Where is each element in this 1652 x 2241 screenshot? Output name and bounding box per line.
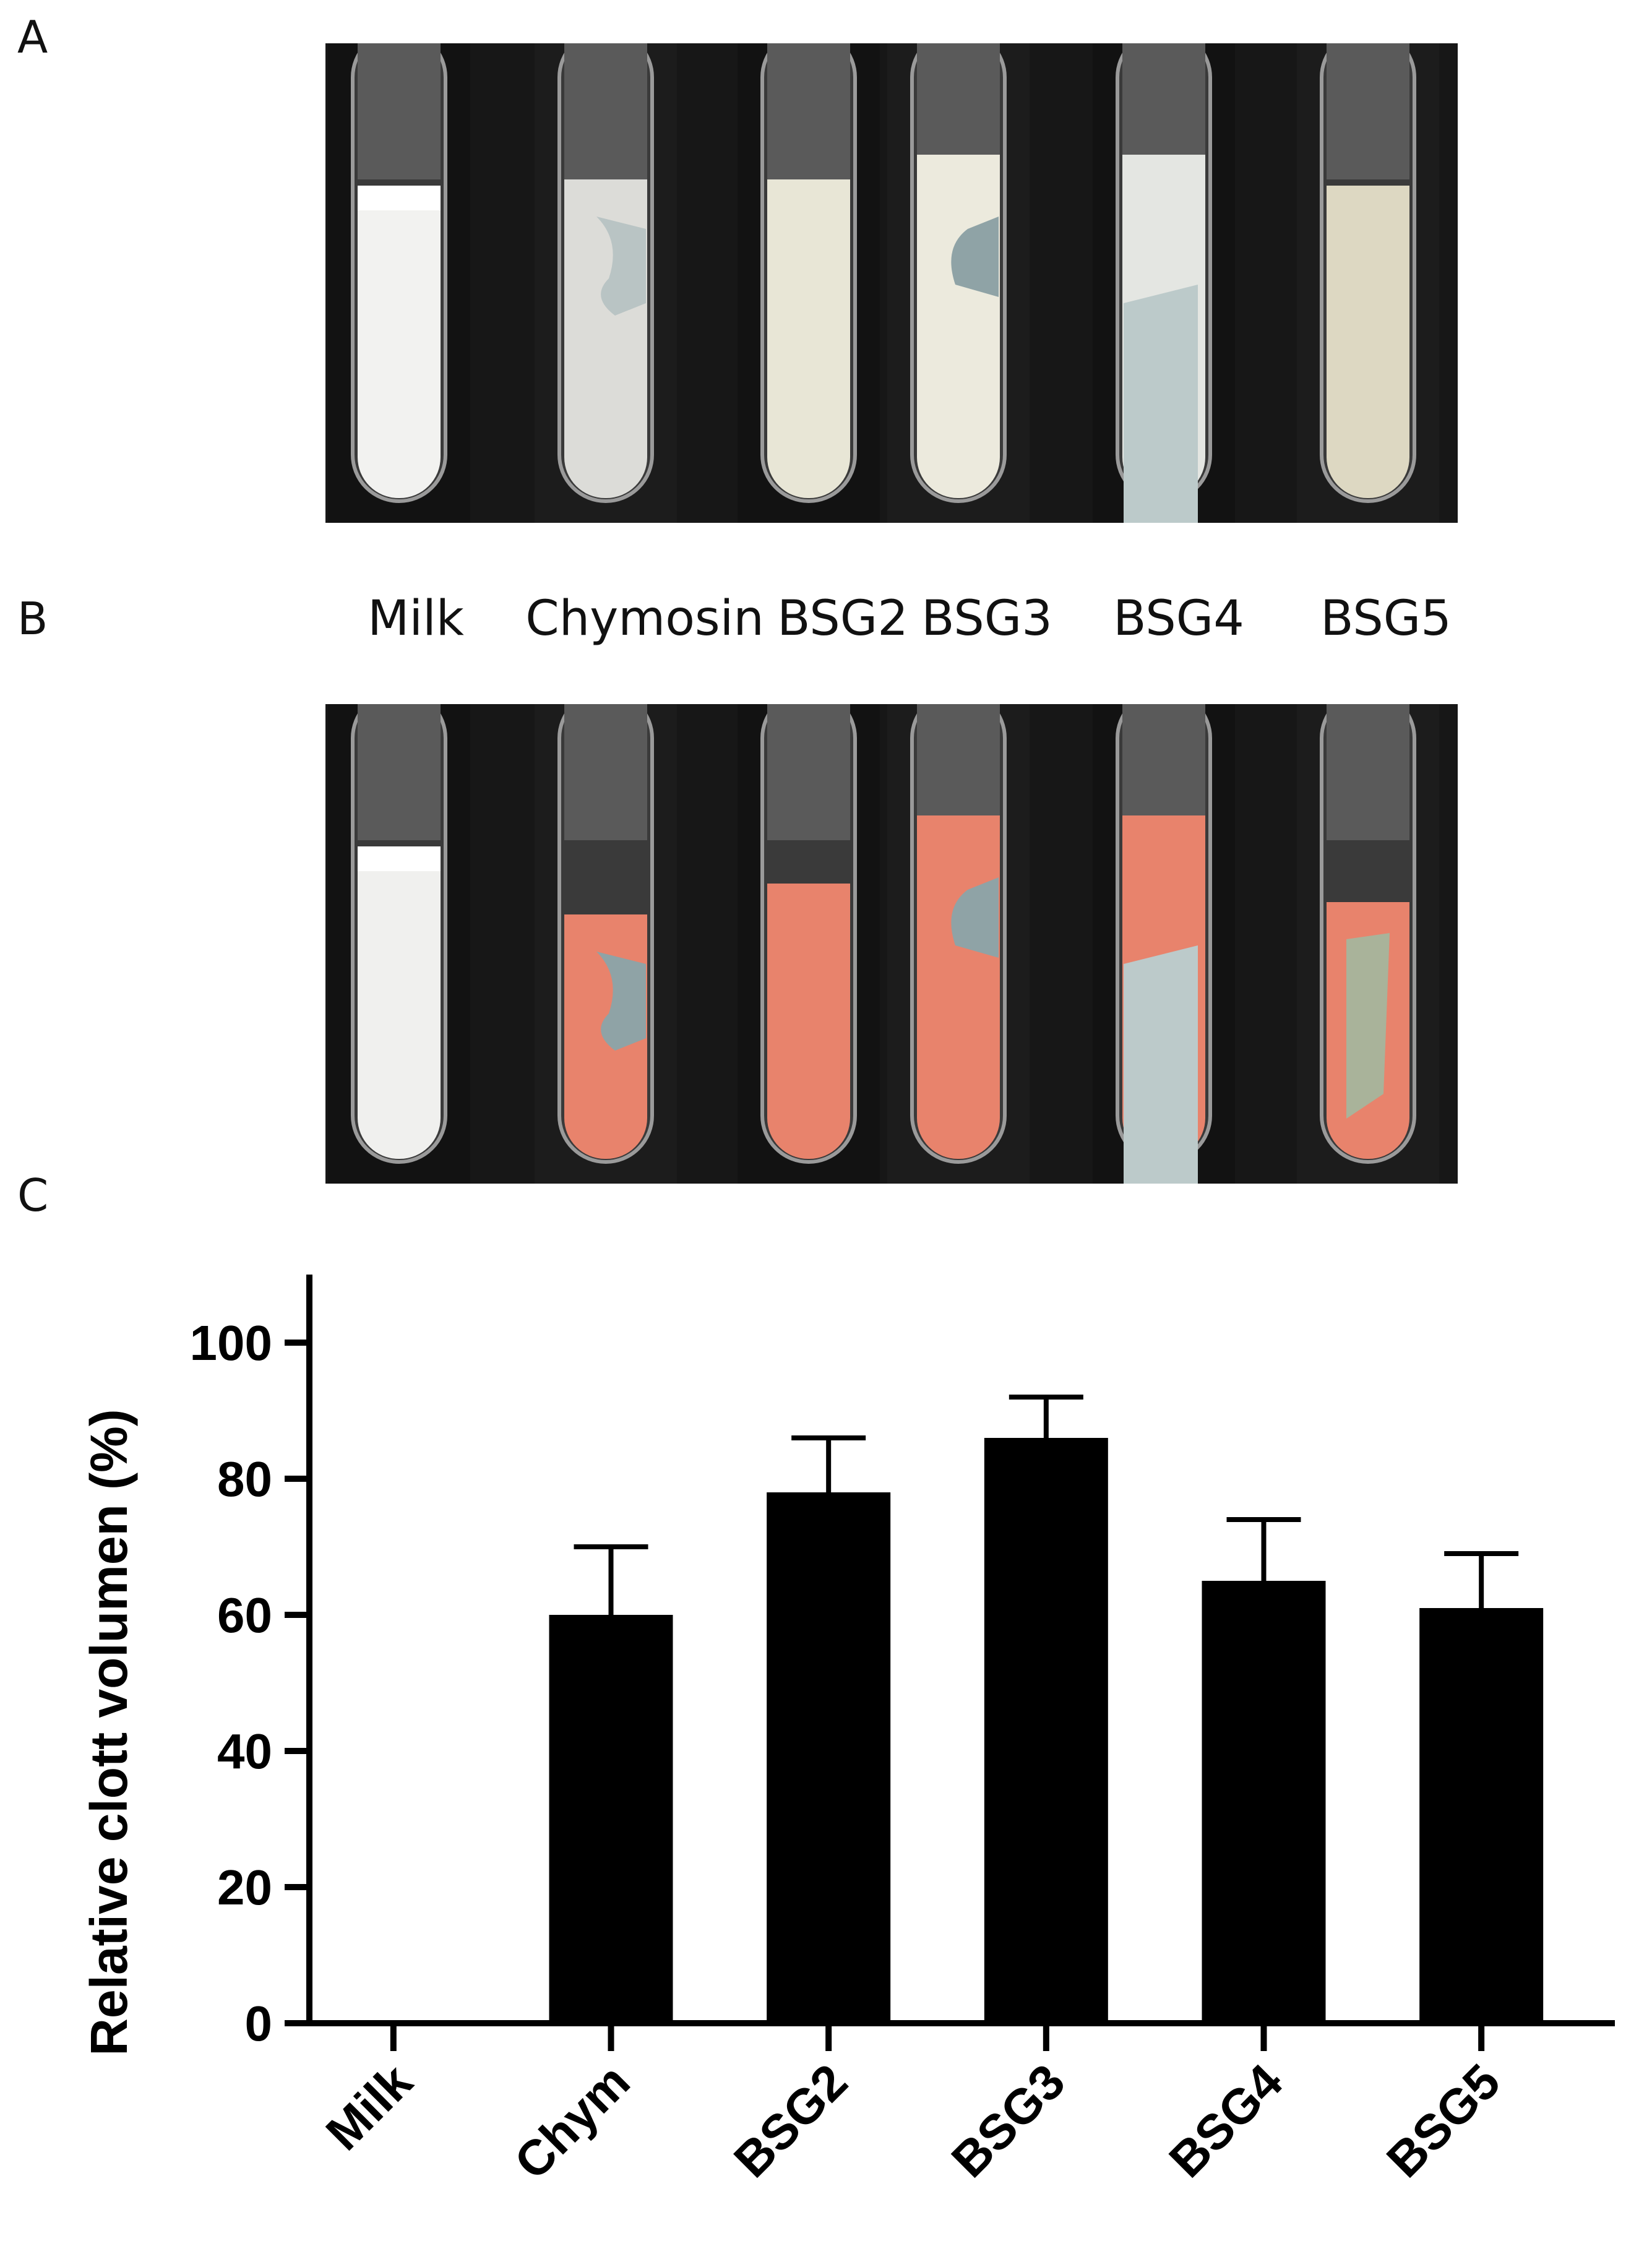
bar-bsg5 — [1419, 1608, 1544, 2023]
tube-label-chymosin: Chymosin — [525, 591, 764, 647]
tube-bsg4 — [1116, 43, 1212, 523]
bar-chym — [549, 1615, 673, 2023]
tube-bsg5-stained — [1320, 704, 1416, 1164]
tube-milk-stained — [351, 704, 447, 1164]
tube-bsg2-stained — [760, 704, 857, 1164]
tube-chymosin — [557, 43, 654, 503]
panel-letter-a: A — [17, 11, 48, 63]
x-tick-label-bsg3: BSG3 — [941, 2054, 1075, 2188]
tube-milk — [351, 43, 447, 503]
x-tick-label-milk: Milk — [316, 2054, 423, 2161]
y-tick-label: 20 — [217, 1860, 272, 1915]
tube-bsg5 — [1320, 43, 1416, 503]
x-tick-label-bsg5: BSG5 — [1376, 2054, 1510, 2188]
y-tick-label: 40 — [217, 1724, 272, 1779]
x-tick-label-bsg4: BSG4 — [1159, 2054, 1293, 2188]
tube-label-bsg4: BSG4 — [1113, 591, 1244, 647]
tube-bsg3 — [910, 43, 1007, 503]
panel-letter-c: C — [17, 1169, 49, 1221]
tube-bsg3-stained — [910, 704, 1007, 1164]
tube-bsg2 — [760, 43, 857, 503]
bar-chart: 0 20 40 60 80 100 Milk Chym BSG2 BSG3 BSG4 BSG5 Rel… — [80, 1275, 1615, 2190]
tube-label-milk: Milk — [368, 591, 464, 647]
bar-bsg4 — [1202, 1581, 1326, 2023]
tube-label-bsg5: BSG5 — [1320, 591, 1452, 647]
y-tick-label: 80 — [217, 1452, 272, 1507]
bar-bsg3 — [984, 1438, 1108, 2023]
tube-chymosin-stained — [557, 704, 654, 1164]
bar-bsg2 — [767, 1492, 891, 2023]
x-tick-label-chym: Chym — [504, 2054, 640, 2190]
y-tick-label: 100 — [190, 1315, 272, 1370]
y-tick-label: 0 — [245, 1996, 273, 2051]
tube-bsg4-stained — [1116, 704, 1212, 1184]
tube-label-bsg3: BSG3 — [921, 591, 1052, 647]
photo-tubes-before — [325, 43, 1458, 523]
panel-letter-b: B — [17, 593, 48, 645]
tube-label-bsg2: BSG2 — [777, 591, 908, 647]
y-tick-label: 60 — [217, 1588, 272, 1643]
photo-tubes-stained — [325, 704, 1458, 1184]
y-axis-label: Relative clott volumen (%) — [80, 1409, 138, 2056]
x-tick-label-bsg2: BSG2 — [723, 2054, 858, 2188]
